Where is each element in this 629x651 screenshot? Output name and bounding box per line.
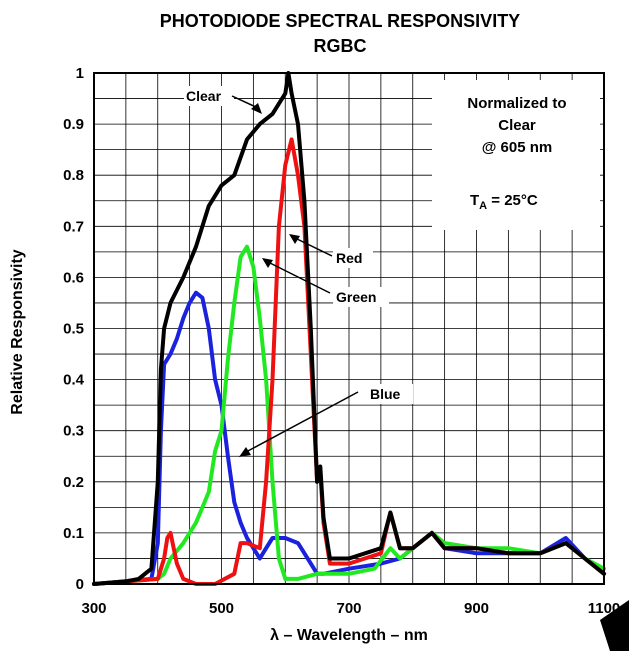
x-tick-label: 500 <box>209 600 234 617</box>
x-tick-label: 700 <box>336 600 361 617</box>
series-label-blue: Blue <box>370 386 401 402</box>
blue-label-bg <box>367 384 413 404</box>
y-tick-label: 0.3 <box>63 423 84 440</box>
y-tick-label: 0.4 <box>63 372 85 389</box>
norm-text-1: Normalized to <box>467 95 566 112</box>
red-callout-line <box>294 237 333 257</box>
x-axis-label: λ – Wavelength – nm <box>270 627 428 644</box>
annotation-background <box>432 80 600 230</box>
series-line-clear <box>92 71 606 586</box>
x-tick-label: 300 <box>81 600 106 617</box>
y-tick-label: 0.2 <box>63 474 84 491</box>
green-label-bg <box>333 287 389 307</box>
norm-text-3: @ 605 nm <box>482 139 553 156</box>
clear-callout-line <box>231 95 259 109</box>
series-lines <box>92 71 606 586</box>
chart-subtitle: RGBC <box>314 36 367 56</box>
norm-text-2: Clear <box>498 117 536 134</box>
clear-callout-arrow <box>251 103 262 114</box>
series-label-clear: Clear <box>186 88 222 104</box>
y-tick-label: 0.1 <box>63 525 84 542</box>
green-callout-arrow <box>262 258 273 268</box>
chart-title: PHOTODIODE SPECTRAL RESPONSIVITY <box>160 11 520 31</box>
y-tick-label: 0.6 <box>63 269 84 286</box>
x-axis-ticks: 300 500 700 900 1100 <box>81 600 620 617</box>
plot-frame <box>93 72 605 585</box>
red-callout-arrow <box>289 234 300 244</box>
series-label-green: Green <box>336 289 376 305</box>
y-axis-ticks: 0 0.1 0.2 0.3 0.4 0.5 0.6 0.7 0.8 0.9 1 <box>63 65 85 593</box>
series-line-green <box>92 244 606 586</box>
blue-callout-arrow <box>239 447 251 457</box>
y-tick-label: 0.7 <box>63 218 84 235</box>
y-tick-label: 0.5 <box>63 321 84 338</box>
blue-callout-line <box>245 391 359 453</box>
series-label-red: Red <box>336 250 362 266</box>
y-tick-label: 0 <box>76 576 84 593</box>
red-label-bg <box>333 248 373 268</box>
temperature-text: TA = 25°C <box>470 192 538 212</box>
clear-label-bg <box>184 86 234 106</box>
x-tick-label: 900 <box>464 600 489 617</box>
green-callout-line <box>267 261 331 294</box>
y-axis-label: Relative Responsivity <box>9 249 26 415</box>
y-tick-label: 0.8 <box>63 167 84 184</box>
corner-mark <box>600 600 629 651</box>
y-tick-label: 1 <box>76 65 84 82</box>
y-tick-label: 0.9 <box>63 116 84 133</box>
